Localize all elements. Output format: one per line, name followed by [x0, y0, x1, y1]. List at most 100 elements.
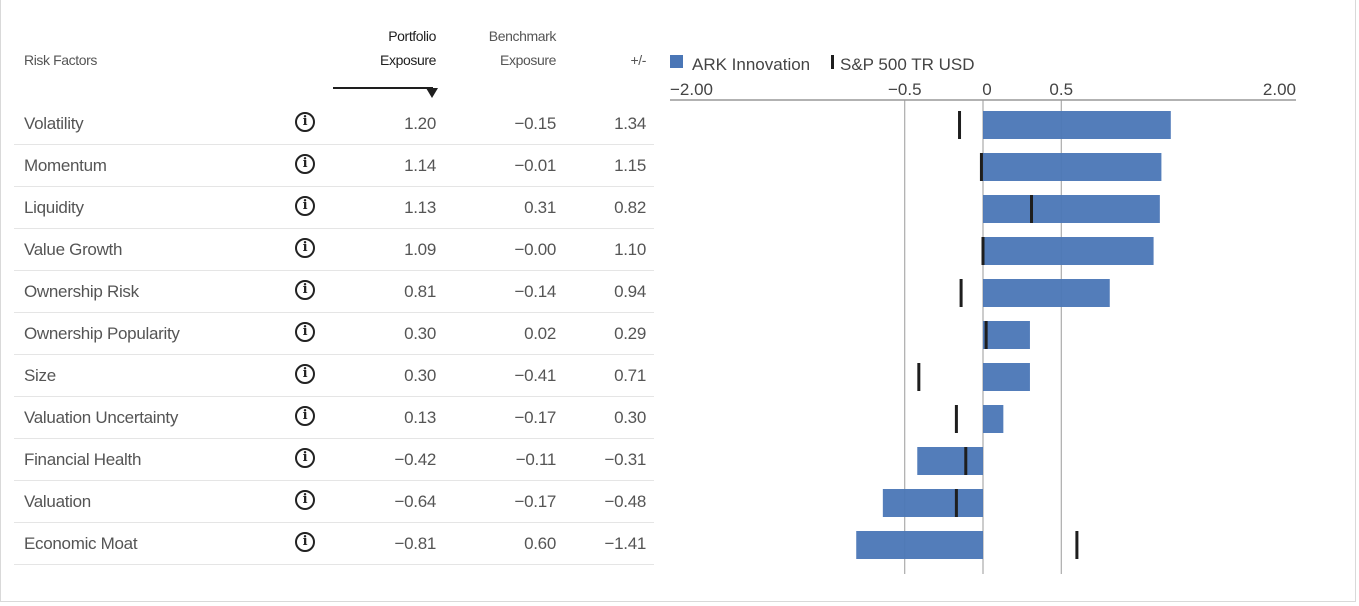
legend-swatch-ark: [670, 55, 683, 68]
exposure-difference: −0.31: [604, 450, 646, 469]
table-row: Liquidity i 1.13 0.31 0.82: [14, 187, 654, 229]
axis-tick-label: 0: [982, 80, 991, 99]
benchmark-exposure: 0.31: [524, 198, 556, 217]
portfolio-exposure: 0.81: [404, 282, 436, 301]
table-row: Valuation Uncertainty i 0.13 −0.17 0.30: [14, 397, 654, 439]
factor-name: Volatility: [24, 114, 84, 133]
marker-sp500-10: [1075, 531, 1079, 559]
factor-name: Valuation Uncertainty: [24, 408, 179, 427]
exposure-difference: 0.94: [614, 282, 646, 301]
header-risk-factors: Risk Factors: [24, 52, 97, 68]
exposure-difference: −0.48: [604, 492, 646, 511]
info-icon[interactable]: i: [295, 322, 315, 342]
bar-ark-5: [983, 321, 1030, 349]
benchmark-exposure: −0.01: [514, 156, 556, 175]
marker-sp500-9: [954, 489, 958, 517]
marker-sp500-2: [1030, 195, 1034, 223]
benchmark-exposure: −0.00: [514, 240, 556, 259]
info-icon[interactable]: i: [295, 532, 315, 552]
info-icon[interactable]: i: [295, 112, 315, 132]
table-row: Ownership Risk i 0.81 −0.14 0.94: [14, 271, 654, 313]
factor-name: Ownership Risk: [24, 282, 139, 301]
table-row: Financial Health i −0.42 −0.11 −0.31: [14, 439, 654, 481]
benchmark-exposure: −0.14: [514, 282, 556, 301]
factor-name: Financial Health: [24, 450, 142, 469]
info-icon[interactable]: i: [295, 238, 315, 258]
marker-sp500-4: [959, 279, 963, 307]
legend-swatch-sp500: [831, 55, 834, 69]
benchmark-exposure: −0.15: [514, 114, 556, 133]
portfolio-exposure: 1.20: [404, 114, 436, 133]
info-icon[interactable]: i: [295, 406, 315, 426]
portfolio-exposure: 1.09: [404, 240, 436, 259]
exposure-difference: 1.15: [614, 156, 646, 175]
marker-sp500-0: [958, 111, 962, 139]
factor-name: Liquidity: [24, 198, 84, 217]
bar-ark-9: [882, 489, 983, 517]
portfolio-exposure: −0.42: [394, 450, 436, 469]
legend-label-ark: ARK Innovation: [692, 55, 810, 74]
factor-name: Ownership Popularity: [24, 324, 180, 343]
benchmark-exposure: −0.17: [514, 408, 556, 427]
marker-sp500-5: [984, 321, 988, 349]
header-diff[interactable]: +/-: [630, 52, 646, 68]
sort-indicator-line: [333, 87, 433, 89]
axis-tick-label: −2.00: [670, 80, 713, 99]
exposure-difference: 1.10: [614, 240, 646, 259]
header-benchmark-line2: Exposure: [500, 52, 556, 68]
marker-sp500-7: [954, 405, 958, 433]
bar-ark-1: [983, 153, 1162, 181]
legend-label-sp500: S&P 500 TR USD: [840, 55, 975, 74]
marker-sp500-3: [981, 237, 985, 265]
benchmark-exposure: −0.11: [515, 450, 557, 469]
benchmark-exposure: −0.41: [514, 366, 556, 385]
table-row: Value Growth i 1.09 −0.00 1.10: [14, 229, 654, 271]
benchmark-exposure: 0.02: [524, 324, 556, 343]
table-row: Volatility i 1.20 −0.15 1.34: [14, 103, 654, 145]
bar-ark-6: [983, 363, 1030, 391]
benchmark-exposure: −0.17: [514, 492, 556, 511]
factor-name: Economic Moat: [24, 534, 138, 553]
portfolio-exposure: −0.64: [394, 492, 436, 511]
marker-sp500-1: [979, 153, 983, 181]
portfolio-exposure: −0.81: [394, 534, 436, 553]
portfolio-exposure: 0.30: [404, 324, 436, 343]
bar-ark-7: [983, 405, 1004, 433]
info-icon[interactable]: i: [295, 364, 315, 384]
info-icon[interactable]: i: [295, 154, 315, 174]
bar-ark-2: [983, 195, 1160, 223]
table-row: Size i 0.30 −0.41 0.71: [14, 355, 654, 397]
portfolio-exposure: 0.13: [404, 408, 436, 427]
info-icon[interactable]: i: [295, 196, 315, 216]
bar-ark-0: [983, 111, 1171, 139]
table-row: Momentum i 1.14 −0.01 1.15: [14, 145, 654, 187]
table-row: Valuation i −0.64 −0.17 −0.48: [14, 481, 654, 523]
portfolio-exposure: 1.14: [404, 156, 436, 175]
exposure-chart: ARK Innovation S&P 500 TR USD −2.00 −0.5 0 0.…: [670, 55, 1296, 574]
exposure-difference: 1.34: [614, 114, 646, 133]
factor-name: Value Growth: [24, 240, 123, 259]
info-icon[interactable]: i: [295, 490, 315, 510]
portfolio-exposure: 0.30: [404, 366, 436, 385]
table-row: Ownership Popularity i 0.30 0.02 0.29: [14, 313, 654, 355]
exposure-difference: 0.71: [614, 366, 646, 385]
marker-sp500-8: [964, 447, 968, 475]
factor-name: Momentum: [24, 156, 107, 175]
exposure-difference: 0.30: [614, 408, 646, 427]
axis-tick-label: 0.5: [1049, 80, 1073, 99]
factor-name: Size: [24, 366, 56, 385]
exposure-difference: −1.41: [604, 534, 646, 553]
bar-ark-8: [917, 447, 983, 475]
header-portfolio-line1: Portfolio: [388, 28, 436, 44]
exposure-difference: 0.82: [614, 198, 646, 217]
bar-ark-4: [983, 279, 1110, 307]
bar-ark-10: [856, 531, 983, 559]
factor-name: Valuation: [24, 492, 91, 511]
benchmark-exposure: 0.60: [524, 534, 556, 553]
marker-sp500-6: [917, 363, 921, 391]
info-icon[interactable]: i: [295, 448, 315, 468]
exposure-difference: 0.29: [614, 324, 646, 343]
axis-tick-label: −0.5: [888, 80, 922, 99]
axis-tick-label: 2.00: [1263, 80, 1296, 99]
info-icon[interactable]: i: [295, 280, 315, 300]
